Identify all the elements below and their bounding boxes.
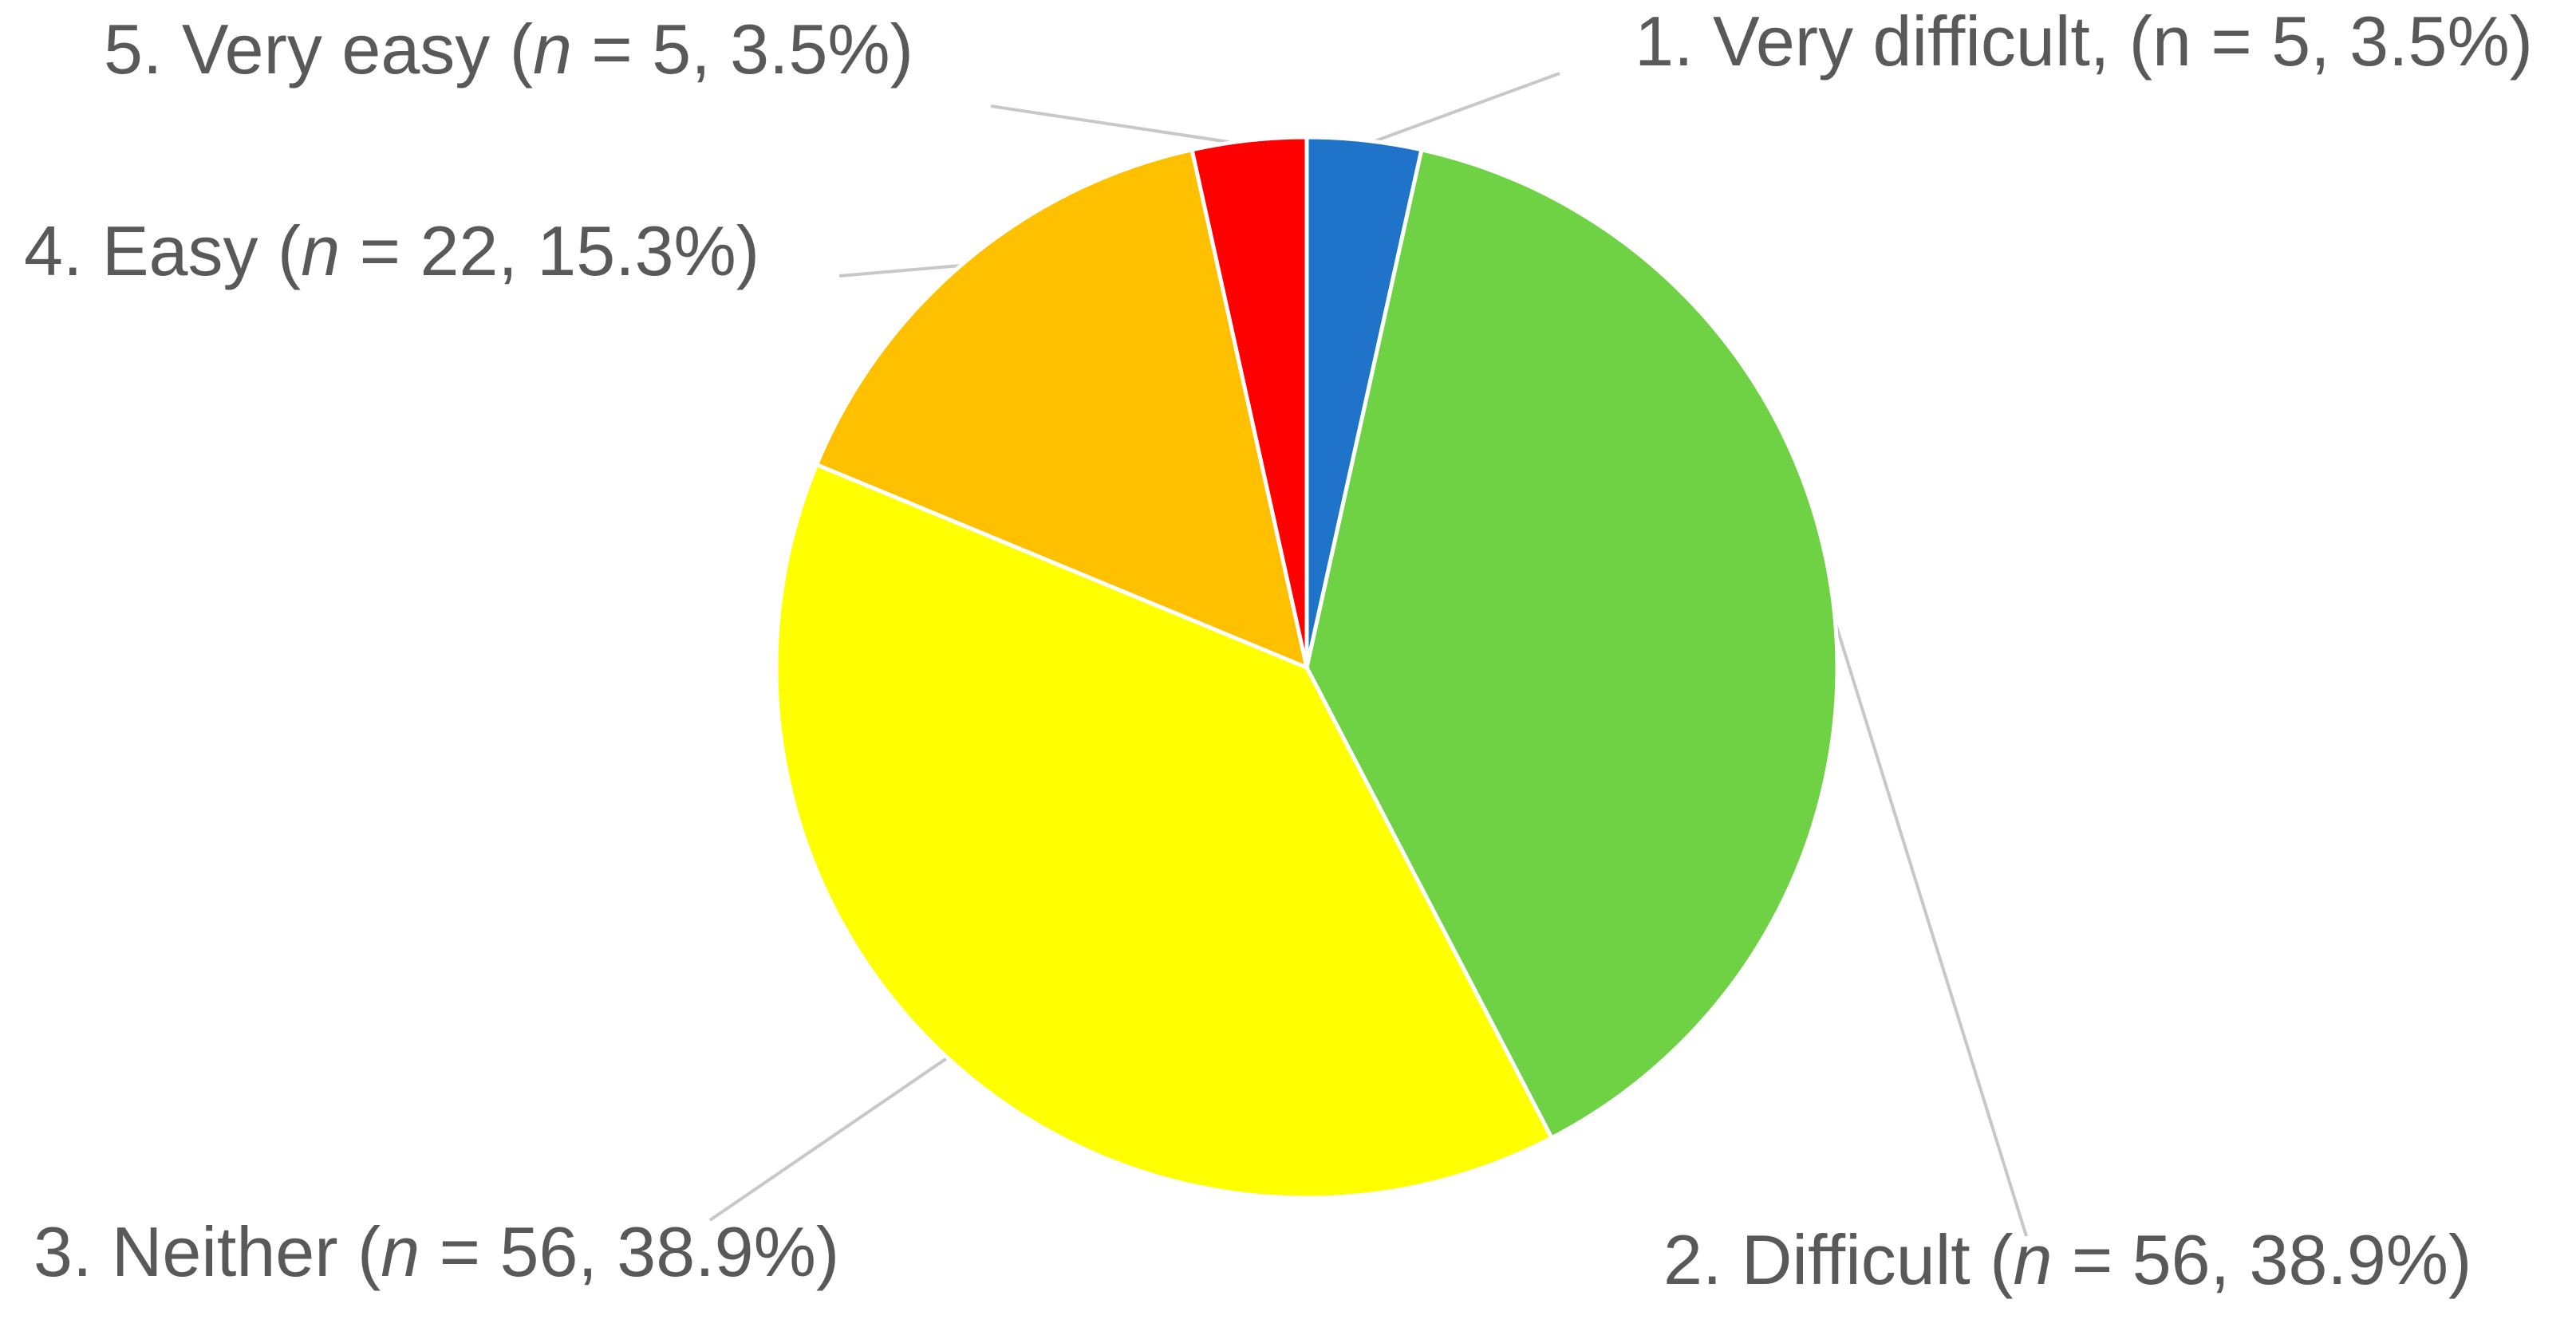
slice-label-easy: 4. Easy (n = 22, 15.3%)	[24, 211, 759, 290]
pie-slice-easy	[814, 147, 1310, 671]
leader-line-easy	[838, 263, 969, 278]
pie-slice-difficult	[1304, 147, 1840, 1141]
leader-line-neither	[708, 1053, 953, 1222]
slice-label-difficult: 2. Difficult (n = 56, 38.9%)	[1663, 1220, 2471, 1299]
leader-lines	[708, 72, 2028, 1237]
slice-label-very-difficult: 1. Very difficult, (n = 5, 3.5%)	[1635, 2, 2533, 81]
slice-labels: 1. Very difficult, (n = 5, 3.5%) 2. Diffi…	[24, 2, 2533, 1299]
leader-line-difficult	[1826, 598, 2028, 1237]
pie-slice-very-easy	[1189, 135, 1309, 668]
pie-slice-neither	[774, 462, 1555, 1200]
pie-slices	[774, 135, 1840, 1200]
slice-label-neither: 3. Neither (n = 56, 38.9%)	[34, 1212, 839, 1291]
leader-line-very-easy	[990, 104, 1250, 147]
slice-label-very-easy: 5. Very easy (n = 5, 3.5%)	[104, 10, 913, 89]
leader-line-very-difficult	[1363, 72, 1560, 147]
